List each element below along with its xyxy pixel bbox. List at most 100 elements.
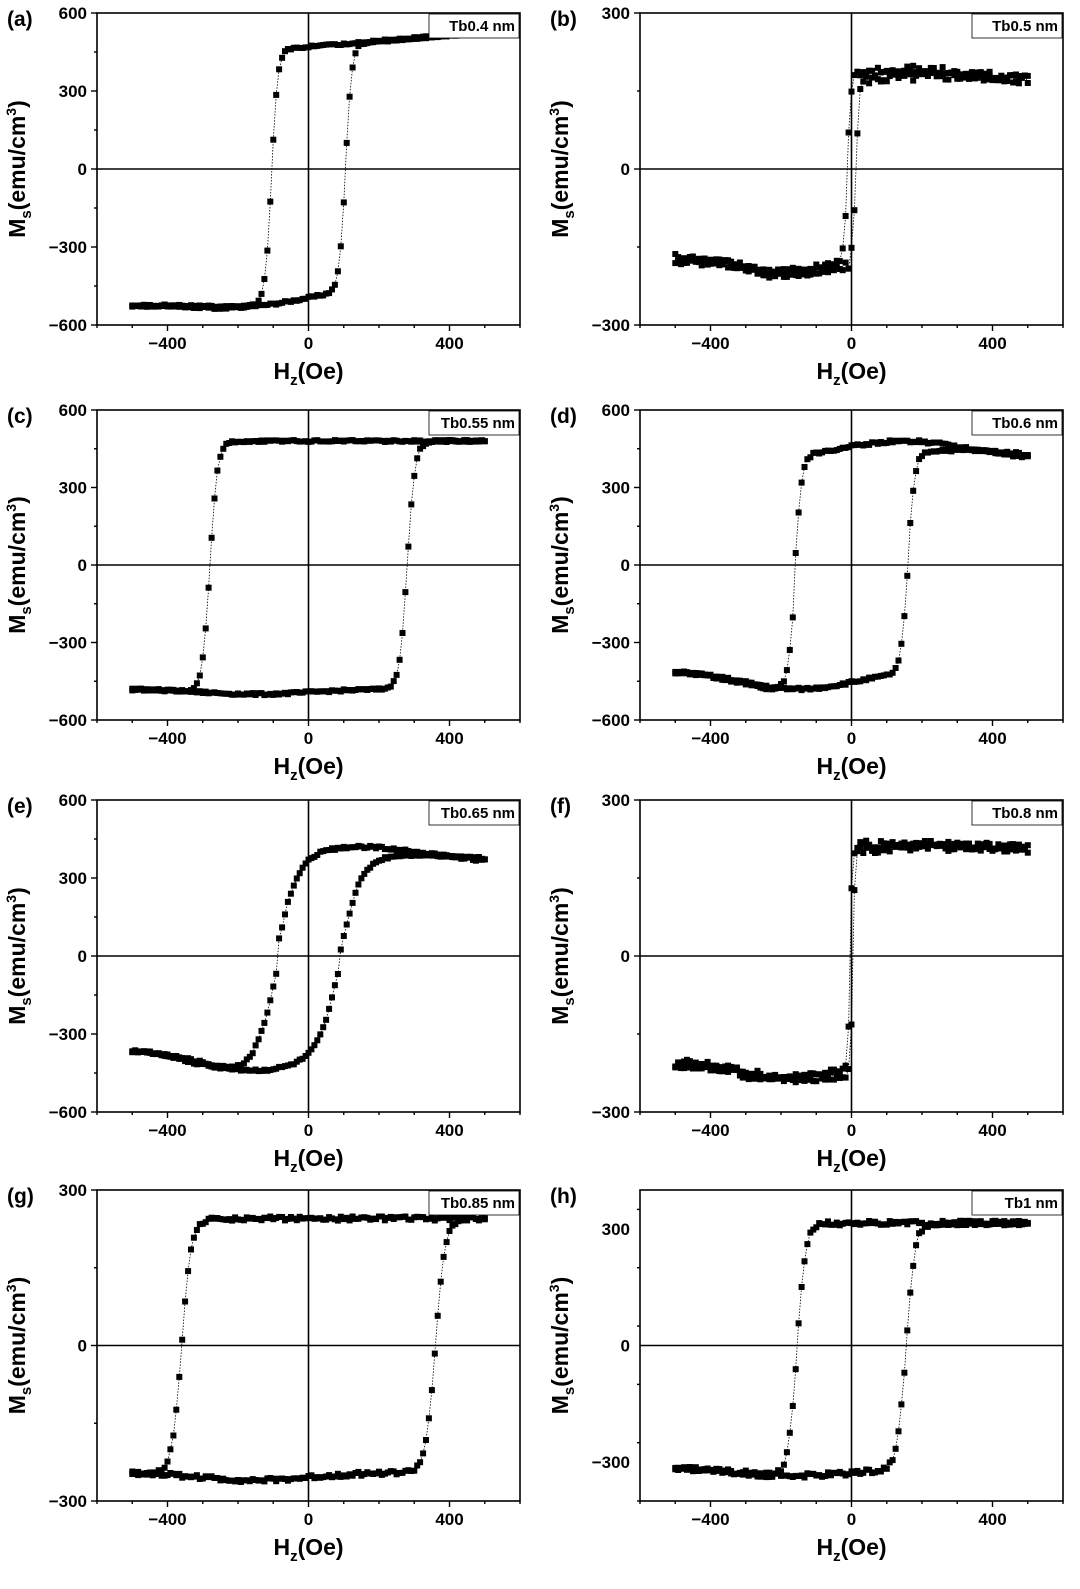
data-point: [968, 69, 975, 76]
data-point: [311, 1042, 318, 1049]
y-axis-label-symbol: M: [547, 1395, 573, 1414]
data-point: [804, 456, 811, 463]
data-point: [901, 840, 908, 847]
y-axis-label: Ms(emu/cm3): [3, 1277, 35, 1415]
series-line: [674, 1220, 1029, 1479]
data-point: [725, 1466, 732, 1473]
panel-letter: (a): [7, 8, 33, 31]
data-point: [284, 898, 291, 905]
data-point: [775, 1467, 782, 1474]
data-point: [895, 657, 902, 664]
y-axis-label-unit: (emu/cm: [4, 1292, 30, 1387]
data-point: [681, 1065, 688, 1072]
data-point: [358, 875, 365, 882]
x-tick-label: −400: [691, 334, 729, 353]
data-point: [1021, 845, 1028, 852]
data-point: [874, 64, 881, 71]
data-point: [355, 1468, 362, 1475]
data-point: [411, 1467, 418, 1474]
data-point: [822, 1473, 829, 1479]
data-point: [713, 260, 720, 267]
data-point: [904, 572, 911, 579]
legend-label: Tb0.8 nm: [992, 805, 1058, 822]
data-point: [1013, 847, 1019, 854]
y-tick-label: 300: [59, 869, 87, 888]
data-point: [907, 847, 914, 854]
y-tick-label: 300: [59, 479, 87, 498]
data-point: [807, 1229, 814, 1236]
data-point: [886, 1218, 893, 1225]
y-axis-label-symbol: M: [4, 1395, 30, 1414]
legend-box: [971, 1190, 1063, 1216]
data-point: [698, 262, 705, 269]
data-point: [783, 1449, 790, 1456]
data-point: [249, 1050, 256, 1057]
data-point: [672, 1063, 679, 1070]
data-point: [798, 479, 805, 486]
y-axis-label-close: ): [4, 887, 30, 895]
x-axis-label-symbol: H: [816, 358, 833, 384]
data-point: [282, 1217, 288, 1224]
data-point: [692, 1059, 699, 1066]
y-tick-label: 0: [78, 947, 87, 966]
data-point: [701, 255, 708, 262]
data-point: [481, 856, 488, 863]
data-point: [196, 1221, 203, 1228]
data-point: [845, 1066, 852, 1072]
data-point: [807, 1070, 814, 1077]
data-point: [713, 1062, 720, 1069]
data-point: [255, 1036, 262, 1043]
data-point: [919, 453, 925, 460]
data-point: [892, 1445, 899, 1452]
data-point: [851, 887, 858, 894]
data-point: [830, 1076, 837, 1083]
data-point: [977, 847, 984, 854]
y-axis-label-subscript: s: [561, 997, 578, 1005]
x-tick-label: 400: [435, 1121, 463, 1140]
data-point: [757, 1070, 764, 1077]
data-point: [874, 849, 881, 856]
data-point: [481, 438, 488, 445]
x-tick-label: 0: [847, 1121, 856, 1140]
y-axis-label-superscript: 3: [3, 504, 19, 512]
data-point: [182, 1298, 189, 1305]
data-point: [842, 1074, 849, 1081]
y-axis-label-subscript: s: [561, 606, 578, 614]
data-point: [804, 1241, 811, 1248]
y-tick-label: −300: [49, 1025, 87, 1044]
data-point: [860, 78, 867, 85]
data-point: [1004, 78, 1011, 84]
data-point: [686, 1058, 693, 1065]
data-point: [792, 1079, 799, 1086]
y-tick-label: −300: [592, 1103, 630, 1122]
x-tick-label: 400: [435, 1510, 463, 1529]
data-point: [387, 683, 394, 690]
data-point: [340, 199, 347, 206]
data-point: [945, 76, 952, 83]
y-axis-label-close: ): [4, 100, 30, 108]
x-axis-label-subscript: z: [833, 767, 841, 784]
data-point: [179, 1336, 186, 1343]
data-point: [910, 1262, 917, 1269]
data-point: [801, 1474, 808, 1481]
data-point: [323, 1016, 330, 1023]
data-point: [798, 1077, 805, 1084]
data-point: [672, 251, 679, 257]
y-tick-label: 600: [602, 401, 630, 420]
data-point: [827, 1069, 834, 1076]
data-point: [1024, 849, 1031, 856]
data-point: [857, 86, 864, 92]
data-point: [276, 66, 283, 73]
data-point: [910, 77, 917, 84]
data-point: [255, 297, 262, 304]
data-point: [883, 78, 890, 85]
x-axis-label-subscript: z: [290, 767, 298, 784]
y-tick-label: −300: [49, 634, 87, 653]
y-axis-label-subscript: s: [561, 210, 578, 218]
data-point: [314, 1037, 321, 1044]
y-axis-label-subscript: s: [18, 606, 35, 614]
data-point: [813, 261, 820, 268]
data-point: [736, 1072, 743, 1079]
data-point: [258, 290, 265, 297]
